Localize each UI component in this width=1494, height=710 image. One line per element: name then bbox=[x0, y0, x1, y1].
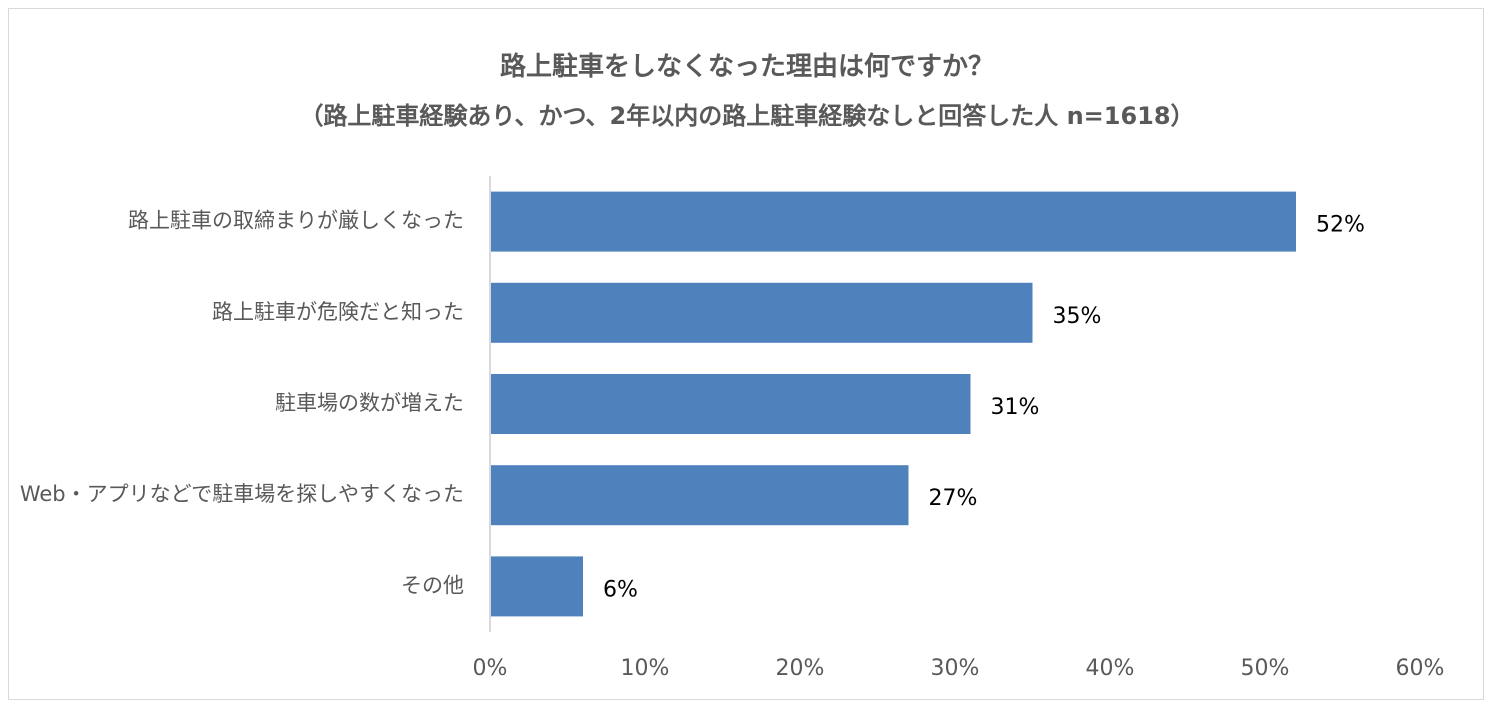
data-label-4: 6% bbox=[603, 577, 638, 602]
chart-subtitle: （路上駐車経験あり、かつ、2年以内の路上駐車経験なしと回答した人 n=1618） bbox=[299, 102, 1195, 130]
category-label-2: 駐車場の数が増えた bbox=[275, 391, 464, 415]
bar-3 bbox=[491, 465, 909, 526]
category-label-0: 路上駐車の取締まりが厳しくなった bbox=[128, 209, 464, 233]
x-tick-label-2: 20% bbox=[776, 656, 825, 681]
x-tick-label-0: 0% bbox=[473, 656, 508, 681]
chart-frame bbox=[8, 8, 1484, 700]
data-label-1: 35% bbox=[1053, 304, 1102, 329]
category-label-4: その他 bbox=[401, 573, 464, 597]
category-label-3: Web・アプリなどで駐車場を探しやすくなった bbox=[20, 482, 464, 506]
bar-1 bbox=[491, 282, 1033, 343]
data-label-2: 31% bbox=[991, 395, 1040, 420]
data-label-0: 52% bbox=[1316, 213, 1365, 238]
bar-0 bbox=[491, 191, 1296, 252]
x-tick-label-1: 10% bbox=[621, 656, 670, 681]
chart-title: 路上駐車をしなくなった理由は何ですか？ bbox=[499, 52, 994, 82]
bar-4 bbox=[491, 556, 583, 617]
data-label-3: 27% bbox=[929, 486, 978, 511]
x-tick-label-5: 50% bbox=[1241, 656, 1290, 681]
bar-2 bbox=[491, 374, 971, 434]
category-label-1: 路上駐車が危険だと知った bbox=[212, 300, 464, 324]
x-tick-label-6: 60% bbox=[1396, 656, 1445, 681]
x-tick-label-3: 30% bbox=[931, 656, 980, 681]
x-tick-label-4: 40% bbox=[1086, 656, 1135, 681]
